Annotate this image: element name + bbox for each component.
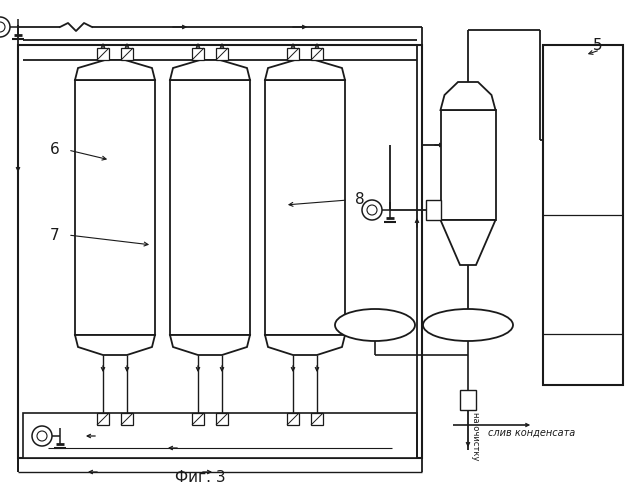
- Bar: [216, 48, 228, 60]
- Polygon shape: [265, 335, 345, 355]
- Bar: [460, 390, 476, 410]
- Polygon shape: [441, 220, 495, 265]
- Bar: [441, 110, 495, 220]
- Ellipse shape: [0, 17, 10, 37]
- Bar: [543, 45, 623, 385]
- Polygon shape: [441, 82, 495, 110]
- Polygon shape: [75, 60, 155, 80]
- Bar: [75, 80, 155, 335]
- Bar: [192, 48, 204, 60]
- Text: слив конденсата: слив конденсата: [488, 428, 575, 438]
- Ellipse shape: [37, 431, 47, 441]
- Polygon shape: [170, 335, 250, 355]
- Bar: [425, 200, 441, 220]
- Polygon shape: [265, 60, 345, 80]
- Ellipse shape: [0, 22, 5, 32]
- Ellipse shape: [32, 426, 52, 446]
- Bar: [97, 413, 109, 425]
- Bar: [121, 413, 133, 425]
- Bar: [18, 45, 422, 458]
- Ellipse shape: [362, 200, 382, 220]
- Bar: [192, 413, 204, 425]
- Ellipse shape: [335, 309, 415, 341]
- Bar: [287, 48, 299, 60]
- Ellipse shape: [423, 309, 513, 341]
- Bar: [311, 413, 323, 425]
- Text: 7: 7: [50, 228, 60, 242]
- Text: Фиг. 3: Фиг. 3: [175, 470, 225, 485]
- Bar: [97, 48, 109, 60]
- Ellipse shape: [367, 205, 377, 215]
- Bar: [216, 413, 228, 425]
- Bar: [287, 413, 299, 425]
- Bar: [170, 80, 250, 335]
- Polygon shape: [75, 335, 155, 355]
- Bar: [311, 48, 323, 60]
- Text: 8: 8: [355, 192, 365, 208]
- Text: на очистку: на очистку: [471, 412, 480, 461]
- Text: 5: 5: [593, 38, 603, 52]
- Bar: [23, 413, 417, 458]
- Bar: [265, 80, 345, 335]
- Bar: [121, 48, 133, 60]
- Polygon shape: [170, 60, 250, 80]
- Text: 6: 6: [50, 142, 60, 158]
